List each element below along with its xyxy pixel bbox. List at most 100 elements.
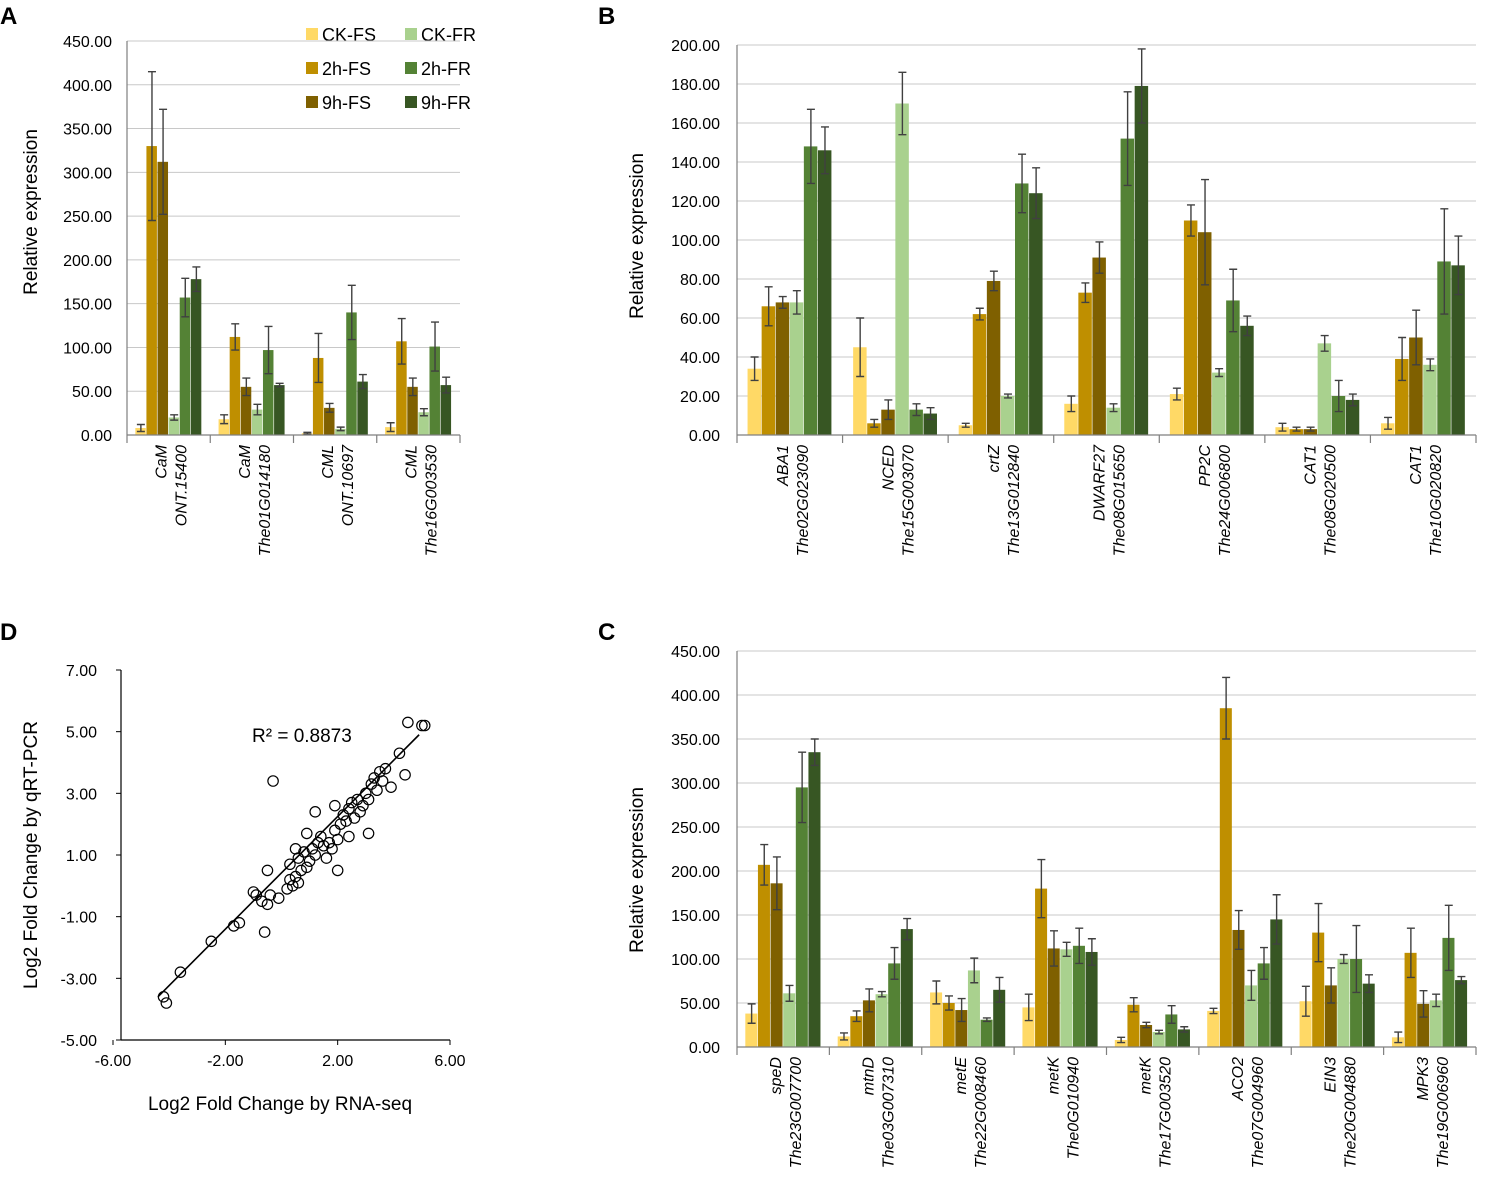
chart-d-point [157,991,170,1003]
chart-a-bar [190,279,202,435]
chart-d-point [362,827,375,840]
chart-d-point [354,806,366,818]
chart-d-point [247,886,260,898]
chart-d-point [264,889,277,901]
chart-b-error-bar [1137,48,1146,124]
chart-c-ytick-label: 100.00 [671,952,720,969]
chart-c-error-bar [1457,975,1466,985]
chart-b-bar [1331,396,1346,435]
chart-c-bar [1060,949,1073,1047]
chart-b-bar [1015,183,1029,435]
chart-c-bar [1177,1029,1190,1047]
chart-c-error-bar [1352,924,1361,994]
chart-b-bar [1317,343,1332,435]
chart-a-ytick-label: 200.00 [63,253,112,270]
chart-b-bar [803,146,818,435]
category-gene-name: crtZ [986,444,1003,473]
chart-b-bar [1409,337,1423,435]
chart-c-category-label: ACO2 The07G004960 [1230,1057,1267,1168]
chart-a-error-bar [231,323,240,351]
panel-label-d: D [0,619,17,646]
chart-a-error-bar [397,317,406,365]
chart-c-error-bar [1129,997,1138,1013]
chart-d-point [160,997,173,1009]
category-gene-name: CML [403,445,420,479]
chart-a: 0.00 50.00 100.00 150.00 200.00 250.00 300.00 3… [63,34,461,556]
chart-c-category-label: metK The17G003520 [1138,1056,1175,1169]
chart-b-error-bar [989,270,998,292]
chart-d-point [359,787,372,800]
chart-d-ytick-label: 7.00 [66,663,97,680]
chart-c-ytick-label: 450.00 [671,644,720,661]
chart-b-bar [1000,396,1015,435]
chart-b-error-bar [1172,387,1181,401]
chart-b-bar [789,302,804,435]
chart-c-ytick-label: 350.00 [671,732,720,749]
chart-a-bar [146,146,157,436]
chart-c-category-label: MPK3 The19G006960 [1415,1057,1452,1168]
chart-c-ytick-label: 50.00 [680,996,720,1013]
chart-d-point [320,852,333,864]
chart-b: 0.00 20.00 40.00 60.00 80.00 100.00 120.00 140.… [671,38,1477,556]
chart-b-error-bar [1334,379,1343,413]
legend-label-9h-fr: 9h-FR [421,93,471,113]
chart-b-error-bar [1003,393,1012,399]
chart-b-error-bar [1018,153,1027,214]
chart-c-ytick-label: 250.00 [671,820,720,837]
chart-a-legend: CK-FS 2h-FS 9h-FS CK-FR 2h-FR 9h-FR [306,25,476,113]
chart-c-error-bar [932,980,941,1005]
category-gene-name: EIN3 [1322,1057,1339,1093]
chart-d-point [292,852,305,864]
legend-swatch-2h-fs [306,62,318,74]
category-gene-name: NCED [880,445,897,491]
chart-c-bar [1257,963,1270,1047]
category-gene-id: The08G020500 [1323,445,1340,556]
chart-a-error-bar [358,373,367,390]
chart-d-point [326,843,338,855]
chart-b-error-bar [1109,403,1118,413]
chart-c-error-bar [810,738,819,767]
chart-a-bar [229,336,241,435]
chart-c-error-bar [772,856,781,911]
chart-b-error-bar [1320,334,1329,352]
chart-c-error-bar [1087,938,1096,966]
chart-b-bar [1183,220,1198,435]
chart-b-bar [1120,138,1135,435]
chart-c-error-bar [1394,1031,1403,1044]
chart-d-point [227,920,240,932]
chart-c-bar [1455,980,1468,1047]
chart-c-bar [1362,983,1375,1047]
chart-b-error-bar [884,399,893,421]
chart-b-error-bar [750,356,759,382]
chart-d-point [416,719,428,732]
chart-d-point [272,892,285,904]
chart-c-category-label: metK The0G010940 [1045,1056,1082,1160]
chart-b-ytick-label: 140.00 [671,155,720,172]
chart-b-ytick-label: 120.00 [671,194,720,211]
chart-b-error-bar [806,108,815,185]
chart-d-point [295,864,307,877]
chart-d-point [174,966,187,978]
chart-a-error-bar [220,414,229,425]
category-gene-name: ACO2 [1230,1057,1247,1102]
chart-c-error-bar [760,843,769,886]
chart-c-ytick-label: 200.00 [671,864,720,881]
chart-d-point [303,855,316,867]
chart-a-category-label: CML ONT.10697 [320,444,357,526]
legend-swatch-9h-fs [306,96,318,108]
chart-b-bar [817,150,832,436]
chart-c-category-label: metE The22G008460 [953,1057,990,1169]
chart-d-point [284,873,296,886]
chart-c-error-bar [1209,1007,1218,1015]
chart-c-error-bar [1155,1029,1163,1035]
chart-c-ytick-label: 400.00 [671,688,720,705]
chart-a-ytick-label: 50.00 [72,384,112,401]
category-gene-id: The02G023090 [795,445,812,556]
chart-a-ytick-label: 150.00 [63,297,112,314]
chart-c-error-bar [865,988,874,1013]
chart-c-error-bar [1167,1004,1176,1024]
chart-a-error-bar [431,321,440,372]
chart-c-category-label: mtnD The03G007310 [861,1057,898,1169]
panel-label-c: C [598,619,615,646]
chart-d-ytick-label: -5.00 [61,1033,98,1050]
